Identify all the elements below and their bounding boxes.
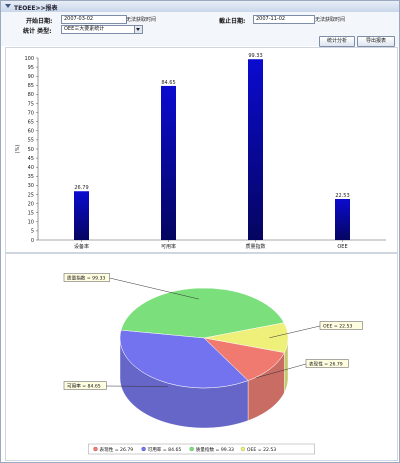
callout-line: [269, 325, 321, 339]
y-tick-label: 50: [28, 147, 34, 153]
y-tick-label: 0: [31, 238, 34, 244]
y-tick-label: 100: [24, 56, 34, 62]
y-tick-label: 85: [28, 83, 34, 89]
y-tick-label: 80: [28, 92, 34, 98]
end-date-input[interactable]: 2007-11-02: [253, 15, 315, 24]
legend-entry: 表现性 = 26.79: [100, 446, 134, 453]
y-tick-label: 15: [28, 211, 34, 217]
y-tick-label: 90: [28, 74, 34, 80]
x-tick-label: 可用率: [161, 243, 176, 250]
pie-chart-panel: 质量指数 = 99.33 OEE = 22.53 表现性 = 26.79 可用率 = …: [5, 253, 398, 461]
chevron-down-icon[interactable]: [134, 26, 142, 33]
y-tick-label: 25: [28, 192, 34, 198]
pie-chart: 质量指数 = 99.33 OEE = 22.53 表现性 = 26.79 可用率 = …: [63, 273, 363, 455]
analyze-button[interactable]: 统计分析: [319, 36, 355, 47]
y-tick-label: 55: [28, 138, 34, 144]
callout-label: OEE = 22.53: [323, 324, 352, 330]
bar-chart-panel: 0 5 10 15 20 25 30 35 40 45 50 55 60 65 70 75 80 85 90 95 10…: [5, 47, 398, 253]
bar-3: [248, 59, 263, 241]
end-date-hint: 无法获取时间: [315, 17, 346, 23]
y-tick-label: 60: [28, 129, 34, 135]
x-tick-label: 设备率: [74, 243, 89, 250]
y-tick-label: 35: [28, 174, 34, 180]
y-tick-label: 75: [28, 101, 34, 107]
callout-box: [319, 321, 363, 330]
y-tick-label: 65: [28, 120, 34, 126]
bar-value-label: 99.33: [248, 53, 262, 59]
start-date-input[interactable]: 2007-03-02: [61, 15, 127, 24]
callout-box: [305, 359, 349, 368]
callout-line: [109, 277, 200, 300]
callout-label: 表现性 = 26.79: [309, 361, 343, 368]
filter-form: 开始日期: 2007-03-02 无法获取时间 截止日期: 2007-11-02…: [1, 12, 399, 47]
y-tick-label: 45: [28, 156, 34, 162]
y-tick-label: 5: [31, 229, 34, 235]
end-date-label: 截止日期:: [219, 18, 246, 25]
callout-line: [255, 363, 307, 379]
stat-type-select[interactable]: OEE三大要素统计: [61, 25, 143, 34]
y-axis-label: (%): [15, 145, 21, 154]
bar-4: [335, 198, 350, 240]
stat-type-value: OEE三大要素统计: [64, 26, 105, 32]
pie-slice-3: [120, 287, 285, 339]
bar-value-label: 84.65: [161, 80, 175, 86]
window-title: TEOEE>>报表: [14, 5, 58, 12]
bar-chart: 0 5 10 15 20 25 30 35 40 45 50 55 60 65 70 75 80 85 90 95 10…: [15, 53, 386, 250]
export-button[interactable]: 导出报表: [357, 36, 395, 47]
pie-legend: [88, 443, 315, 455]
y-tick-label: 40: [28, 165, 34, 171]
legend-entry: 质量指数 = 99.33: [196, 446, 234, 453]
legend-swatch: [189, 446, 194, 452]
legend-entry: 可用率 = 84.65: [148, 446, 182, 453]
legend-entry: OEE = 22.53: [247, 447, 276, 453]
y-tick-label: 20: [28, 201, 34, 207]
start-date-hint: 无法获取时间: [126, 17, 157, 23]
x-tick-label: OEE: [337, 244, 347, 250]
pie-slice-2: [119, 329, 249, 389]
start-date-label: 开始日期:: [26, 18, 53, 25]
legend-swatch: [141, 446, 146, 452]
y-tick-label: 30: [28, 183, 34, 189]
x-tick-label: 质量指数: [245, 243, 265, 250]
stat-type-label: 统计 类型:: [23, 28, 52, 35]
bar-value-label: 26.79: [74, 185, 88, 191]
bar-value-label: 22.53: [335, 193, 349, 199]
callout-box: [63, 381, 107, 390]
y-tick-label: 70: [28, 110, 34, 116]
legend-swatch: [240, 446, 246, 452]
callout-label: 质量指数 = 99.33: [67, 275, 105, 282]
callout-label: 可用率 = 84.65: [67, 383, 101, 390]
y-tick-label: 10: [28, 220, 34, 226]
bar-1: [74, 191, 89, 240]
callout-box: [63, 273, 110, 282]
bar-2: [161, 85, 176, 240]
collapse-arrow-icon[interactable]: [5, 4, 11, 8]
legend-swatch: [93, 446, 98, 452]
y-tick-label: 95: [28, 65, 34, 71]
